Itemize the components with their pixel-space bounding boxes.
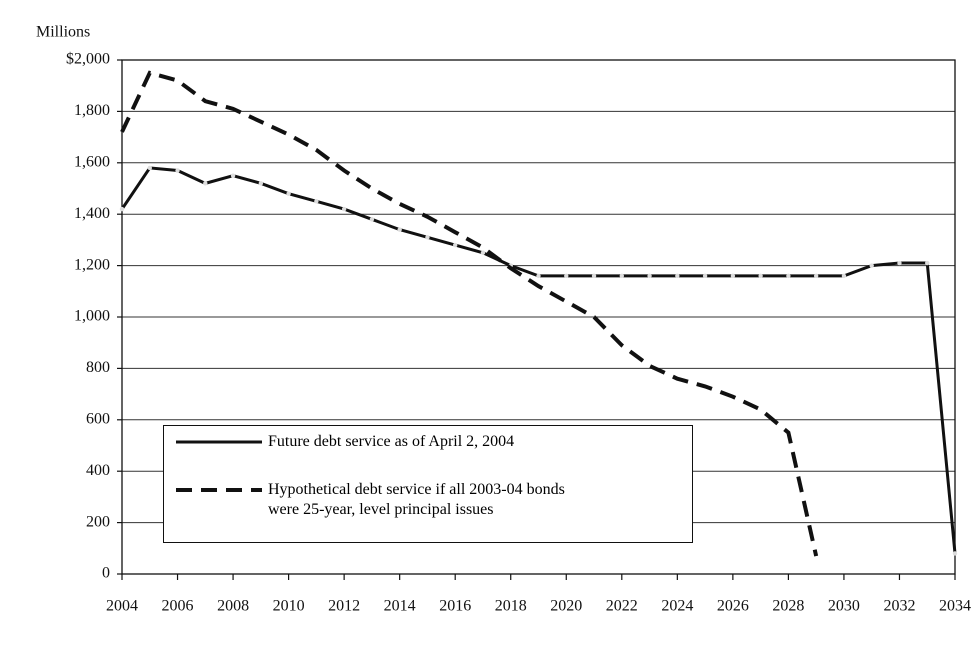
- series-marker: [314, 199, 319, 204]
- series-marker: [397, 227, 402, 232]
- y-axis-label: Millions: [36, 24, 90, 41]
- series-marker: [813, 273, 819, 279]
- series-marker: [425, 235, 430, 240]
- series-line: [120, 70, 819, 557]
- series-marker: [702, 273, 708, 279]
- series-marker: [786, 273, 791, 279]
- series-marker: [369, 217, 375, 222]
- series-marker: [175, 168, 180, 173]
- series-marker: [730, 273, 736, 279]
- x-tick-label: 2032: [883, 598, 915, 615]
- legend-entry: Hypothetical debt service if all 2003-04…: [174, 480, 568, 520]
- series-marker: [841, 273, 847, 279]
- x-tick-label: 2020: [550, 598, 582, 615]
- series-marker: [897, 260, 902, 266]
- y-tick-label: $2,000: [66, 51, 110, 68]
- legend-label: Hypothetical debt service if all 2003-04…: [268, 481, 565, 518]
- x-tick-label: 2014: [384, 598, 416, 615]
- y-tick-label: 0: [102, 565, 110, 582]
- x-tick-label: 2034: [939, 598, 971, 615]
- series-marker: [619, 273, 624, 279]
- y-tick-label: 1,600: [74, 153, 110, 170]
- series-marker: [925, 260, 930, 266]
- x-tick-label: 2010: [273, 598, 305, 615]
- y-tick-label: 800: [86, 359, 110, 376]
- series-marker: [230, 173, 236, 178]
- x-tick-label: 2022: [606, 598, 638, 615]
- x-tick-label: 2024: [661, 598, 693, 615]
- x-tick-label: 2018: [495, 598, 527, 615]
- x-tick-label: 2012: [328, 598, 360, 615]
- x-tick-label: 2030: [828, 598, 860, 615]
- series-marker: [647, 273, 652, 279]
- legend-swatch: [176, 440, 262, 444]
- series-marker: [675, 273, 680, 279]
- series-marker: [869, 263, 874, 268]
- series-marker: [147, 165, 152, 171]
- x-tick-label: 2016: [439, 598, 471, 615]
- legend-entry: Future debt service as of April 2, 2004: [174, 432, 688, 452]
- series-marker: [286, 191, 291, 196]
- y-tick-label: 400: [86, 462, 110, 479]
- series-marker: [203, 181, 208, 186]
- y-tick-label: 200: [86, 513, 110, 530]
- series-marker: [119, 206, 125, 212]
- legend: Future debt service as of April 2, 2004 H…: [163, 425, 693, 543]
- y-tick-label: 1,000: [74, 308, 110, 325]
- series-marker: [480, 250, 486, 255]
- series-marker: [536, 273, 541, 279]
- x-tick-label: 2004: [106, 598, 138, 615]
- legend-label: Future debt service as of April 2, 2004: [268, 433, 515, 450]
- series-marker: [564, 273, 569, 279]
- series-marker: [453, 242, 458, 248]
- y-tick-label: 1,200: [74, 256, 110, 273]
- x-tick-label: 2008: [217, 598, 249, 615]
- series-marker: [258, 181, 264, 186]
- x-tick-label: 2028: [772, 598, 804, 615]
- y-tick-label: 1,800: [74, 102, 110, 119]
- legend-swatch: [176, 488, 262, 492]
- series-marker: [952, 551, 958, 556]
- series-marker: [758, 273, 763, 279]
- plot-frame: [121, 59, 956, 575]
- series-marker: [591, 273, 597, 279]
- x-tick-label: 2026: [717, 598, 749, 615]
- y-tick-label: 600: [86, 410, 110, 427]
- series-marker: [341, 206, 347, 212]
- x-tick-label: 2006: [162, 598, 194, 615]
- y-tick-label: 1,400: [74, 205, 110, 222]
